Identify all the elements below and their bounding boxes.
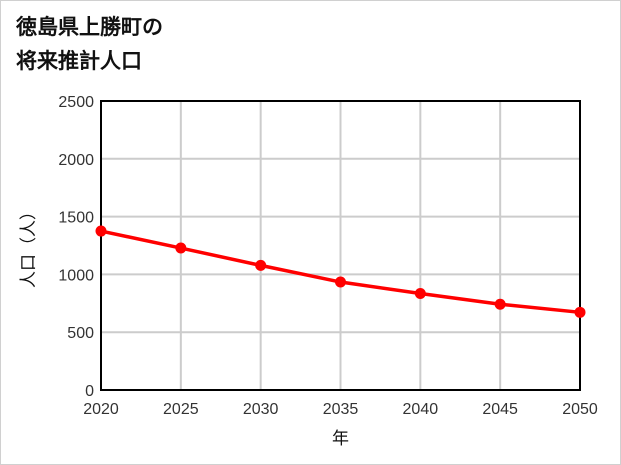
chart-title-line1: 徳島県上勝町の [16, 15, 163, 39]
x-tick-label: 2030 [243, 401, 279, 418]
x-axis-label: 年 [332, 429, 349, 449]
x-tick-label: 2045 [482, 401, 518, 418]
data-point [255, 259, 267, 271]
y-tick-label: 2500 [58, 94, 94, 111]
x-tick-label: 2035 [323, 401, 359, 418]
y-tick-label: 1500 [58, 210, 94, 227]
chart-title-line2: 将来推計人口 [16, 49, 142, 73]
x-tick-label: 2020 [83, 401, 119, 418]
data-point [335, 276, 346, 288]
plot-area-border [100, 100, 581, 391]
y-tick-label: 1000 [58, 267, 94, 284]
data-point [414, 287, 426, 299]
data-point [95, 225, 107, 237]
data-point [494, 298, 506, 310]
x-tick-label: 2040 [403, 401, 439, 418]
data-point [574, 306, 586, 318]
x-tick-label: 2025 [163, 401, 199, 418]
data-point [175, 242, 187, 254]
y-tick-label: 0 [85, 383, 94, 400]
y-axis-label: 人口（人） [19, 203, 39, 288]
y-tick-label: 2000 [58, 152, 94, 169]
x-tick-label: 2050 [562, 401, 598, 418]
y-tick-label: 500 [67, 325, 94, 342]
